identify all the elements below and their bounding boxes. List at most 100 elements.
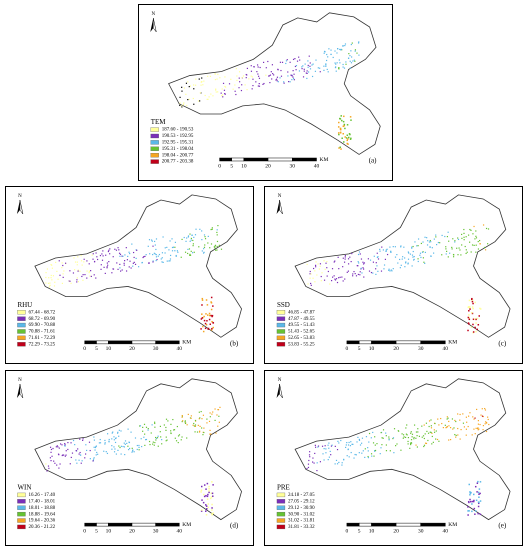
grid-cell	[280, 75, 283, 77]
grid-cell	[350, 260, 352, 263]
grid-cell	[455, 434, 457, 437]
grid-cell	[220, 92, 222, 94]
grid-cell	[160, 258, 162, 260]
grid-cell	[340, 439, 342, 442]
grid-cell	[291, 79, 293, 81]
grid-cell	[326, 53, 328, 56]
grid-cell	[99, 438, 101, 441]
grid-cell	[431, 432, 433, 434]
grid-cell	[241, 84, 243, 86]
legend-swatch	[276, 524, 286, 530]
grid-cell	[182, 103, 185, 105]
grid-cell	[111, 448, 113, 450]
grid-cell	[81, 264, 83, 266]
grid-cell	[332, 56, 334, 59]
grid-cell	[327, 56, 329, 58]
grid-cell	[433, 429, 435, 431]
grid-cell	[64, 444, 66, 446]
grid-cell	[181, 238, 183, 241]
grid-cell	[92, 458, 95, 460]
grid-cell	[185, 93, 187, 95]
grid-cell	[165, 440, 167, 442]
grid-cell	[86, 270, 88, 272]
grid-cell	[206, 304, 209, 306]
grid-cell	[82, 274, 84, 276]
grid-cell	[193, 103, 195, 105]
grid-cell	[373, 255, 375, 257]
grid-cell	[330, 445, 333, 447]
grid-cell	[390, 251, 392, 254]
grid-cell	[283, 81, 285, 83]
grid-cell	[381, 246, 383, 248]
grid-cell	[130, 431, 132, 433]
grid-cell	[246, 67, 249, 70]
grid-cell	[157, 255, 159, 257]
panel-label: (a)	[369, 157, 377, 165]
grid-cell	[48, 277, 50, 279]
grid-cell	[267, 60, 269, 63]
grid-cell	[307, 283, 309, 285]
grid-cell	[82, 438, 84, 440]
region-outline	[294, 194, 511, 338]
scale-label: 0	[83, 346, 86, 352]
grid-cell	[349, 138, 352, 140]
grid-cell	[74, 261, 77, 263]
grid-cell	[389, 450, 391, 452]
grid-cell	[148, 262, 150, 264]
grid-cell	[419, 252, 422, 254]
grid-cell	[423, 444, 426, 446]
grid-cell	[109, 248, 111, 250]
grid-cell	[235, 93, 237, 96]
grid-cell	[147, 428, 149, 430]
grid-cell	[411, 246, 413, 248]
grid-cell	[484, 409, 487, 411]
grid-cell	[342, 132, 345, 135]
grid-cell	[194, 424, 197, 426]
grid-cell	[325, 64, 327, 66]
grid-cell	[99, 254, 102, 257]
grid-cell	[413, 438, 415, 440]
grid-cell	[325, 59, 328, 62]
grid-cell	[210, 496, 213, 498]
grid-cell	[127, 448, 130, 451]
scale-segment	[395, 340, 421, 345]
grid-cell	[315, 266, 317, 268]
grid-cell	[471, 244, 474, 246]
scale-label: 0	[218, 163, 221, 169]
grid-cell	[80, 454, 82, 456]
grid-cell	[352, 275, 354, 277]
grid-cell	[210, 329, 213, 331]
grid-cell	[454, 433, 456, 436]
grid-cell	[201, 250, 203, 252]
grid-cell	[325, 65, 327, 67]
grid-cell	[259, 66, 261, 69]
grid-cell	[204, 504, 207, 506]
grid-cell	[454, 419, 456, 422]
grid-cell	[131, 451, 133, 453]
grid-cell	[256, 71, 258, 73]
grid-cell	[92, 253, 94, 255]
scale-segment	[131, 340, 156, 345]
grid-cell	[85, 444, 87, 446]
legend-label: 46.85 - 47.87	[288, 310, 315, 315]
grid-cell	[486, 422, 488, 424]
grid-cell	[338, 67, 340, 69]
scale-unit: KM	[320, 157, 329, 163]
grid-cell	[340, 115, 342, 117]
grid-cell	[155, 248, 157, 251]
grid-cell	[125, 270, 128, 272]
grid-cell	[189, 253, 191, 255]
grid-cell	[319, 71, 321, 73]
grid-cell	[472, 323, 474, 326]
grid-cell	[346, 134, 349, 136]
grid-cell	[58, 454, 60, 456]
grid-cell	[334, 463, 336, 465]
grid-cell	[329, 450, 331, 453]
grid-cell	[330, 49, 332, 51]
grid-cell	[188, 86, 190, 88]
grid-cell	[348, 441, 350, 444]
north-label: N	[278, 378, 282, 383]
grid-cell	[189, 240, 191, 242]
grid-cell	[186, 237, 188, 239]
grid-cell	[467, 425, 469, 428]
